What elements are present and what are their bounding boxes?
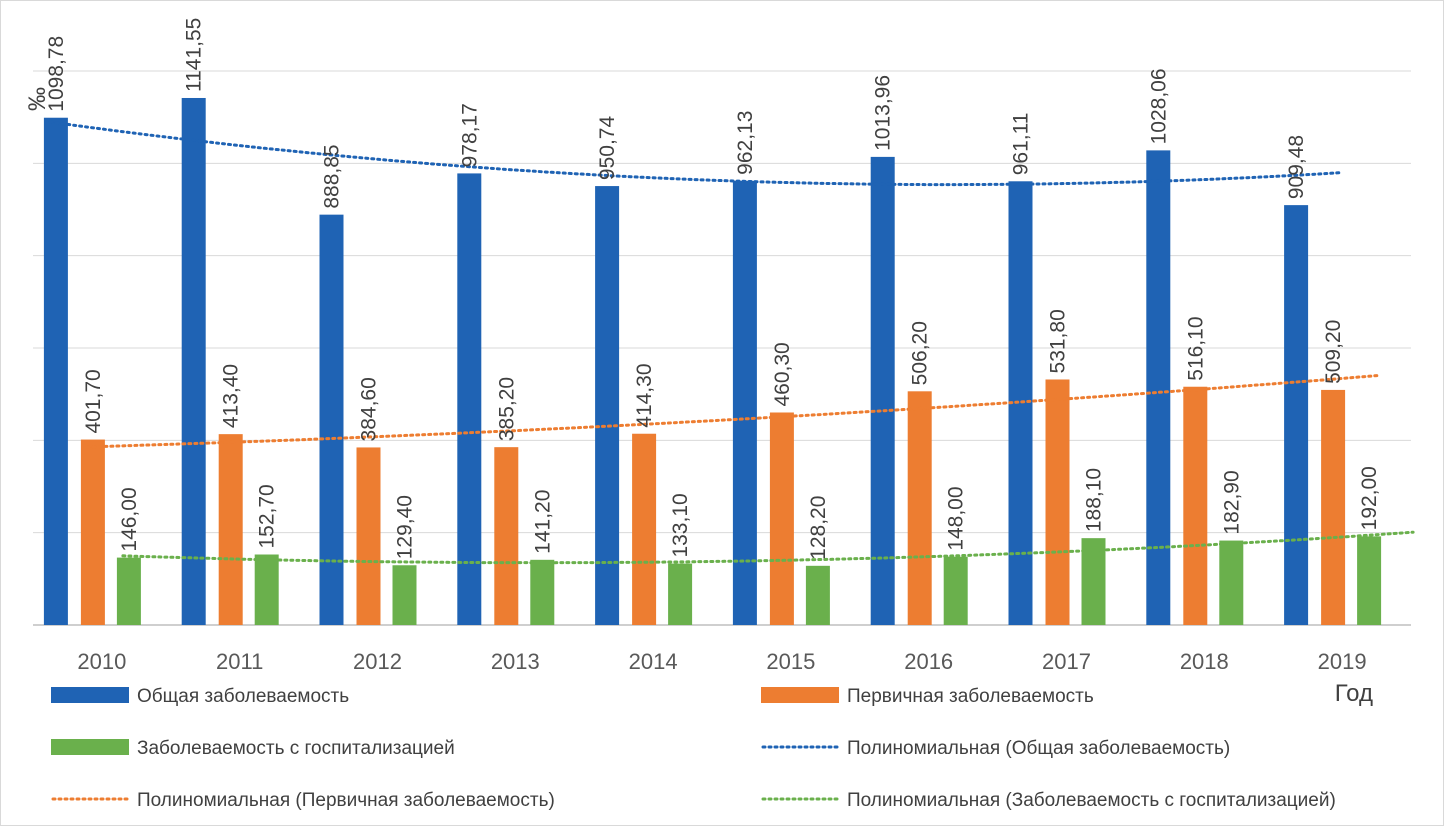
data-label: 1098,78 bbox=[45, 36, 68, 112]
legend-swatch bbox=[51, 739, 129, 755]
bar-2-2013 bbox=[494, 447, 519, 625]
bar-2-2011 bbox=[218, 434, 243, 625]
data-label: 509,20 bbox=[1322, 320, 1345, 384]
trendline-1 bbox=[48, 120, 1342, 187]
data-label: 1141,55 bbox=[183, 18, 206, 92]
bar-1-2010 bbox=[43, 117, 68, 626]
bar-3-2010 bbox=[116, 557, 141, 625]
data-label: 182,90 bbox=[1220, 470, 1243, 534]
data-label: 385,20 bbox=[495, 377, 518, 441]
bar-2-2010 bbox=[80, 439, 105, 625]
legend-label: Первичная заболеваемость bbox=[847, 686, 1094, 707]
bar-2-2014 bbox=[632, 433, 657, 625]
data-label: 192,00 bbox=[1358, 466, 1381, 530]
data-label: 962,13 bbox=[734, 111, 757, 175]
bar-1-2011 bbox=[181, 97, 206, 625]
legend-label: Полиномиальная (Заболеваемость с госпита… bbox=[847, 790, 1336, 811]
legend-label: Полиномиальная (Первичная заболеваемость… bbox=[137, 790, 555, 811]
bar-1-2016 bbox=[870, 156, 895, 625]
data-label: 1028,06 bbox=[1147, 68, 1170, 144]
bar-2-2018 bbox=[1183, 386, 1208, 625]
bar-3-2017 bbox=[1081, 538, 1106, 625]
legend-label: Заболеваемость с госпитализацией bbox=[137, 738, 455, 759]
data-label: 413,40 bbox=[220, 364, 243, 428]
bar-1-2012 bbox=[319, 214, 344, 625]
trendlines bbox=[48, 120, 1415, 565]
x-tick-label: 2012 bbox=[353, 649, 402, 674]
bar-3-2012 bbox=[392, 565, 417, 625]
data-label: 146,00 bbox=[118, 487, 141, 551]
x-tick-label: 2013 bbox=[491, 649, 540, 674]
legend-label: Полиномиальная (Общая заболеваемость) bbox=[847, 738, 1230, 759]
trendline-3 bbox=[121, 530, 1415, 565]
x-tick-label: 2019 bbox=[1318, 649, 1367, 674]
data-labels: 1098,78 1141,55 888,85 978,17 950,74 962,13 10… bbox=[45, 18, 1381, 560]
data-label: 414,30 bbox=[633, 363, 656, 427]
bar-2-2017 bbox=[1045, 379, 1070, 625]
bar-1-2019 bbox=[1284, 205, 1309, 625]
legend: Общая заболеваемость Первичная заболеваем… bbox=[51, 686, 1336, 811]
bar-2-2016 bbox=[907, 391, 932, 625]
data-label: 516,10 bbox=[1184, 316, 1207, 380]
x-tick-label: 2018 bbox=[1180, 649, 1229, 674]
bar-1-2015 bbox=[732, 180, 757, 625]
x-axis-ticks: 2010 2011 2012 2013 2014 2015 2016 2017 2018 2019 bbox=[77, 649, 1366, 674]
data-label: 128,20 bbox=[807, 496, 830, 560]
legend-swatch bbox=[51, 687, 129, 703]
bar-3-2019 bbox=[1357, 536, 1382, 625]
x-tick-label: 2015 bbox=[766, 649, 815, 674]
y-axis-title: ‰ bbox=[24, 87, 51, 111]
bar-3-2018 bbox=[1219, 540, 1244, 625]
data-label: 506,20 bbox=[909, 321, 932, 385]
data-label: 531,80 bbox=[1047, 309, 1070, 373]
data-label: 961,11 bbox=[1010, 113, 1033, 176]
data-label: 888,85 bbox=[321, 144, 344, 208]
bar-2-2019 bbox=[1321, 389, 1346, 625]
data-label: 141,20 bbox=[531, 490, 554, 554]
bar-3-2013 bbox=[530, 559, 555, 625]
data-label: 460,30 bbox=[771, 342, 794, 406]
bar-1-2014 bbox=[595, 186, 620, 626]
data-label: 133,10 bbox=[669, 493, 692, 557]
x-tick-label: 2010 bbox=[77, 649, 126, 674]
data-label: 401,70 bbox=[82, 369, 105, 433]
data-label: 950,74 bbox=[596, 116, 619, 181]
bar-2-2015 bbox=[769, 412, 794, 625]
data-label: 384,60 bbox=[358, 377, 381, 441]
x-tick-label: 2014 bbox=[629, 649, 678, 674]
bar-1-2018 bbox=[1146, 150, 1171, 625]
legend-label: Общая заболеваемость bbox=[137, 686, 349, 707]
x-tick-label: 2016 bbox=[904, 649, 953, 674]
bar-3-2015 bbox=[805, 565, 830, 625]
x-tick-label: 2011 bbox=[216, 649, 263, 674]
data-label: 129,40 bbox=[394, 495, 417, 559]
data-label: 978,17 bbox=[458, 103, 481, 167]
bar-3-2014 bbox=[668, 563, 693, 625]
bar-3-2016 bbox=[943, 556, 968, 625]
bar-1-2013 bbox=[457, 173, 482, 626]
bars bbox=[43, 97, 1382, 626]
data-label: 152,70 bbox=[256, 484, 279, 548]
legend-swatch bbox=[761, 687, 839, 703]
data-label: 909,48 bbox=[1285, 135, 1308, 199]
data-label: 188,10 bbox=[1083, 468, 1106, 532]
bar-3-2011 bbox=[254, 554, 279, 625]
bar-2-2012 bbox=[356, 447, 381, 625]
x-tick-label: 2017 bbox=[1042, 649, 1091, 674]
data-label: 148,00 bbox=[945, 486, 968, 550]
x-axis-title: Год bbox=[1335, 680, 1373, 707]
data-label: 1013,96 bbox=[872, 75, 895, 151]
trendline-2 bbox=[85, 374, 1379, 449]
